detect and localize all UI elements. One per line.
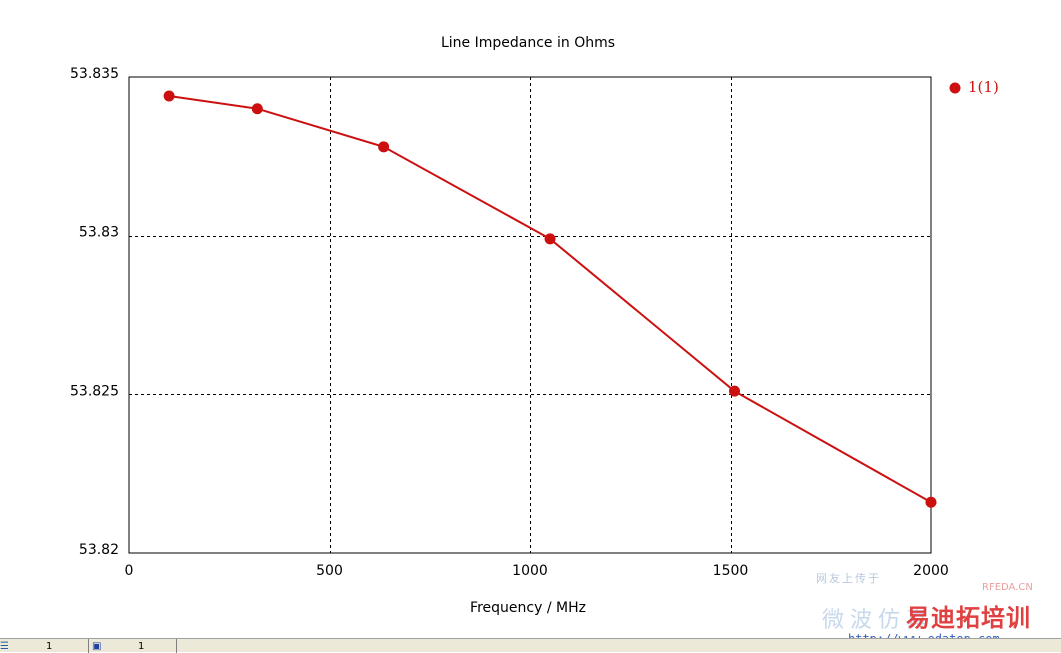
legend[interactable]: 1(1) xyxy=(949,78,999,96)
data-point[interactable] xyxy=(729,385,741,397)
status-divider xyxy=(88,639,89,653)
series-line xyxy=(168,95,932,504)
data-point[interactable] xyxy=(163,90,175,102)
grid-lines xyxy=(129,77,931,553)
legend-entry-label: 1(1) xyxy=(968,78,999,96)
x-tick-label: 2000 xyxy=(913,563,949,579)
status-icon: ☰ xyxy=(0,641,9,652)
status-cell-2: 1 xyxy=(138,641,145,652)
legend-marker xyxy=(949,82,961,94)
status-bar: ☰ 1 ▣ 1 xyxy=(0,638,1061,653)
data-point[interactable] xyxy=(544,233,556,245)
y-tick-label: 53.835 xyxy=(70,66,119,82)
x-tick-label: 0 xyxy=(125,563,134,579)
axes: 0 500 1000 1500 2000 53.82 53.825 53.83 53.835 xyxy=(70,66,949,579)
status-cell-1: 1 xyxy=(46,641,53,652)
data-point[interactable] xyxy=(251,103,263,115)
x-tick-label: 1000 xyxy=(512,563,548,579)
y-tick-label: 53.825 xyxy=(70,383,119,399)
chart-title: Line Impedance in Ohms xyxy=(441,35,615,51)
status-divider xyxy=(176,639,177,653)
x-tick-label: 500 xyxy=(316,563,343,579)
series-layer xyxy=(163,90,937,508)
data-point[interactable] xyxy=(925,496,937,508)
x-axis-label: Frequency / MHz xyxy=(470,600,586,616)
save-icon[interactable]: ▣ xyxy=(92,641,102,652)
x-tick-label: 1500 xyxy=(713,563,749,579)
data-point[interactable] xyxy=(378,141,390,153)
y-tick-label: 53.83 xyxy=(79,225,119,241)
y-tick-label: 53.82 xyxy=(79,542,119,558)
